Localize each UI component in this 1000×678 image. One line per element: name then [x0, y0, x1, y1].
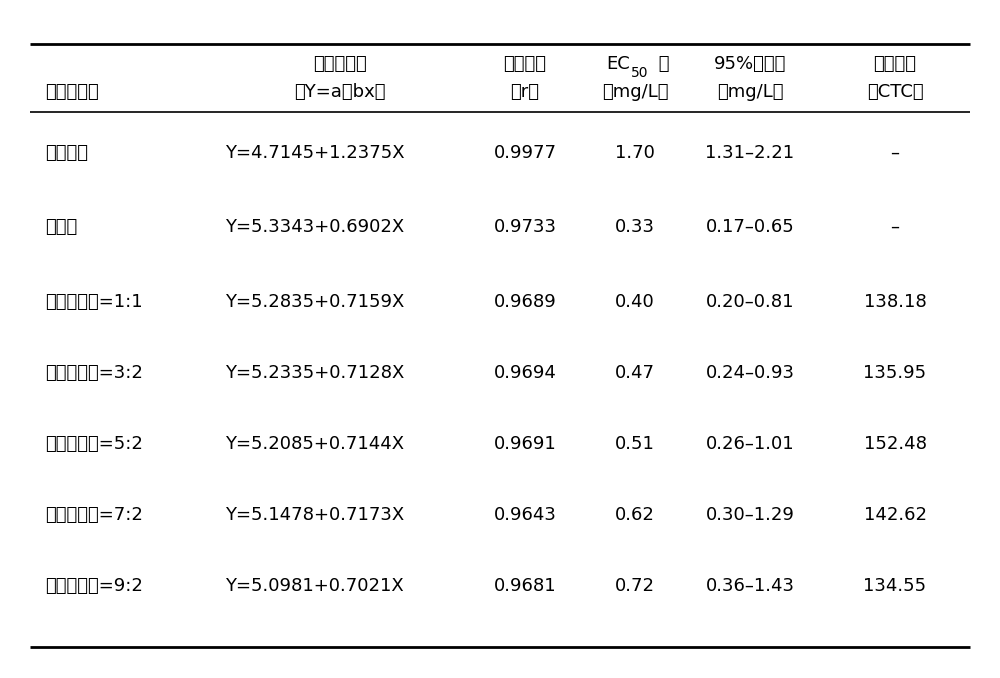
Text: 0.30–1.29: 0.30–1.29: [706, 506, 794, 524]
Text: Y=5.0981+0.7021X: Y=5.0981+0.7021X: [225, 578, 404, 595]
Text: 0.9691: 0.9691: [494, 435, 556, 453]
Text: Y=5.2085+0.7144X: Y=5.2085+0.7144X: [225, 435, 404, 453]
Text: Y=5.3343+0.6902X: Y=5.3343+0.6902X: [225, 218, 404, 236]
Text: 0.62: 0.62: [615, 506, 655, 524]
Text: Y=5.2335+0.7128X: Y=5.2335+0.7128X: [225, 364, 404, 382]
Text: 0.9681: 0.9681: [494, 578, 556, 595]
Text: 134.55: 134.55: [863, 578, 927, 595]
Text: 142.62: 142.62: [864, 506, 926, 524]
Text: 0.9977: 0.9977: [494, 144, 556, 161]
Text: 50: 50: [631, 66, 648, 80]
Text: 135.95: 135.95: [863, 364, 927, 382]
Text: 杆菌：叶枯=3:2: 杆菌：叶枯=3:2: [45, 364, 143, 382]
Text: 杆菌：叶枯=7:2: 杆菌：叶枯=7:2: [45, 506, 143, 524]
Text: Y=5.2835+0.7159X: Y=5.2835+0.7159X: [225, 293, 404, 311]
Text: 0.51: 0.51: [615, 435, 655, 453]
Text: 値: 値: [653, 56, 670, 73]
Text: –: –: [891, 218, 900, 236]
Text: 叶枯唆: 叶枯唆: [45, 218, 77, 236]
Text: 95%置信限: 95%置信限: [714, 56, 786, 73]
Text: 0.9694: 0.9694: [494, 364, 556, 382]
Text: EC: EC: [606, 56, 630, 73]
Text: 药剂及配比: 药剂及配比: [45, 83, 99, 100]
Text: 152.48: 152.48: [864, 435, 926, 453]
Text: Y=5.1478+0.7173X: Y=5.1478+0.7173X: [225, 506, 404, 524]
Text: 0.72: 0.72: [615, 578, 655, 595]
Text: （mg/L）: （mg/L）: [602, 83, 668, 100]
Text: 0.26–1.01: 0.26–1.01: [706, 435, 794, 453]
Text: 0.40: 0.40: [615, 293, 655, 311]
Text: 杆菌：叶枯=5:2: 杆菌：叶枯=5:2: [45, 435, 143, 453]
Text: 0.9733: 0.9733: [494, 218, 556, 236]
Text: 0.20–0.81: 0.20–0.81: [706, 293, 794, 311]
Text: （CTC）: （CTC）: [867, 83, 923, 100]
Text: 共毒系数: 共毒系数: [874, 56, 916, 73]
Text: 杆菌：叶枯=1:1: 杆菌：叶枯=1:1: [45, 293, 143, 311]
Text: 杆菌：叶枯=9:2: 杆菌：叶枯=9:2: [45, 578, 143, 595]
Text: （r）: （r）: [511, 83, 540, 100]
Text: （Y=a＋bx）: （Y=a＋bx）: [294, 83, 386, 100]
Text: 0.24–0.93: 0.24–0.93: [706, 364, 794, 382]
Text: Y=4.7145+1.2375X: Y=4.7145+1.2375X: [225, 144, 405, 161]
Text: （mg/L）: （mg/L）: [717, 83, 783, 100]
Text: 0.17–0.65: 0.17–0.65: [706, 218, 794, 236]
Text: 0.9689: 0.9689: [494, 293, 556, 311]
Text: –: –: [891, 144, 900, 161]
Text: 回归方程式: 回归方程式: [313, 56, 367, 73]
Text: 1.31–2.21: 1.31–2.21: [705, 144, 795, 161]
Text: 芽孢杆菌: 芽孢杆菌: [45, 144, 88, 161]
Text: 138.18: 138.18: [864, 293, 926, 311]
Text: 0.33: 0.33: [615, 218, 655, 236]
Text: 相关系数: 相关系数: [504, 56, 546, 73]
Text: 0.36–1.43: 0.36–1.43: [706, 578, 794, 595]
Text: 0.47: 0.47: [615, 364, 655, 382]
Text: 0.9643: 0.9643: [494, 506, 556, 524]
Text: 1.70: 1.70: [615, 144, 655, 161]
